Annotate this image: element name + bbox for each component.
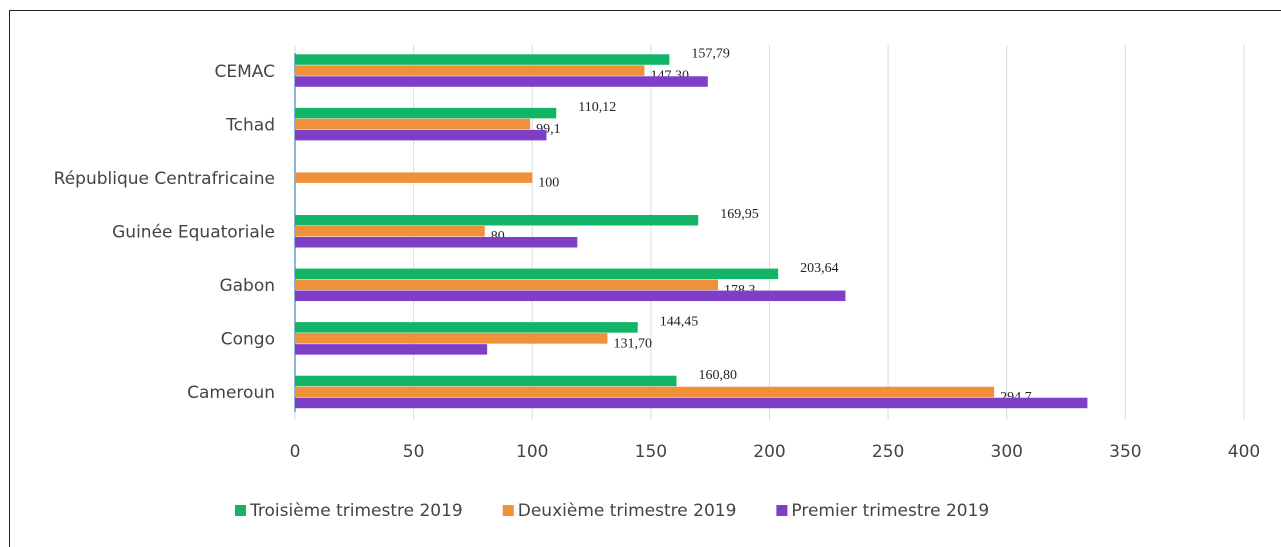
value-label: 100 <box>538 176 559 191</box>
bar <box>295 375 677 387</box>
bar <box>295 344 488 355</box>
legend-label: Deuxième trimestre 2019 <box>518 501 737 521</box>
value-label: 203,64 <box>800 261 839 276</box>
legend-label: Premier trimestre 2019 <box>791 501 989 521</box>
value-label: 157,79 <box>691 47 730 62</box>
bar <box>295 268 779 280</box>
bar <box>295 172 533 183</box>
bar <box>295 54 670 65</box>
value-label: 110,12 <box>578 100 616 115</box>
value-label: 160,80 <box>698 368 737 383</box>
x-tick-label: 350 <box>1109 442 1141 462</box>
bar <box>295 107 557 119</box>
x-tick-label: 100 <box>516 442 548 462</box>
bar <box>295 118 531 130</box>
x-tick-label: 300 <box>991 442 1023 462</box>
category-label: République Centrafricaine <box>54 169 275 189</box>
x-tick-label: 150 <box>635 442 667 462</box>
value-label: 169,95 <box>720 207 759 222</box>
x-tick-label: 400 <box>1228 442 1260 462</box>
bar <box>295 76 708 87</box>
bar <box>295 65 645 76</box>
category-label: CEMAC <box>215 62 275 82</box>
legend-swatch <box>502 505 514 516</box>
frame <box>9 10 1281 547</box>
x-tick-label: 50 <box>403 442 425 462</box>
category-label: Cameroun <box>187 383 275 403</box>
bar <box>295 290 846 302</box>
x-tick-label: 200 <box>753 442 785 462</box>
value-label: 131,70 <box>613 336 652 351</box>
bar <box>295 129 547 141</box>
bar <box>295 237 578 248</box>
bar <box>295 279 719 291</box>
legend-label: Troisième trimestre 2019 <box>249 501 463 521</box>
bar <box>295 386 995 398</box>
category-label: Tchad <box>225 115 275 135</box>
category-label: Gabon <box>219 276 275 296</box>
bar <box>295 226 485 237</box>
bar <box>295 333 608 344</box>
bar <box>295 322 638 333</box>
legend-swatch <box>776 505 788 516</box>
x-tick-label: 250 <box>872 442 904 462</box>
category-label: Congo <box>221 330 275 350</box>
bar <box>295 215 699 226</box>
legend-swatch <box>235 505 246 516</box>
bar <box>295 397 1088 409</box>
value-label: 144,45 <box>660 314 699 329</box>
x-tick-label: 0 <box>290 442 301 462</box>
category-label: Guinée Equatoriale <box>112 223 275 243</box>
